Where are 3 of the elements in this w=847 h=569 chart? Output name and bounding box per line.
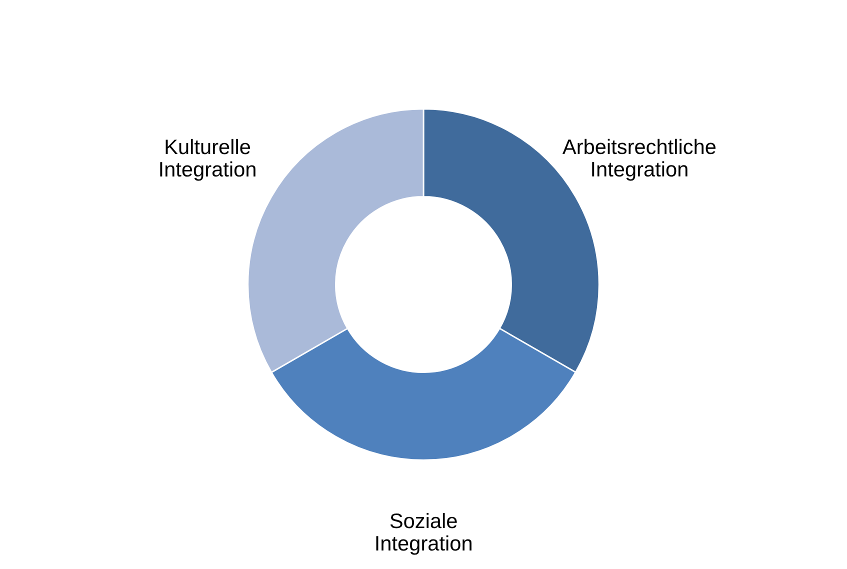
slice-label: Kulturelle Integration [160,138,256,181]
slice-label: Arbeitsrechtliche Integration [562,138,716,181]
slice-label: Soziale Integration [376,512,472,555]
